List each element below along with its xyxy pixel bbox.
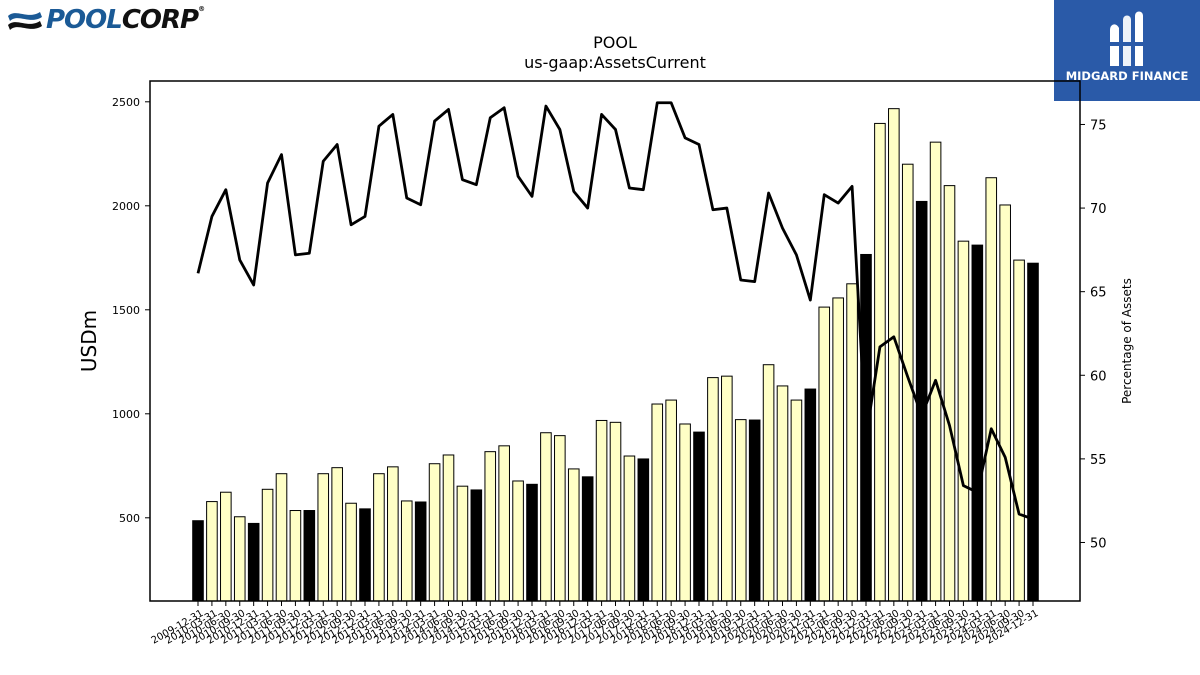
bar bbox=[595, 419, 608, 602]
bar bbox=[623, 455, 636, 602]
bar bbox=[637, 458, 650, 602]
bar bbox=[679, 423, 691, 602]
poolcorp-logo: POOLCORP® bbox=[6, 4, 212, 38]
chart-title: POOL bbox=[593, 33, 637, 52]
y-axis-label: USDm bbox=[77, 310, 101, 372]
bar bbox=[345, 502, 357, 602]
midgard-finance-logo: MIDGARD FINANCE bbox=[1054, 0, 1200, 101]
midgard-mark-icon bbox=[1108, 11, 1146, 66]
bar bbox=[734, 419, 747, 602]
logo-text-pool: POOL bbox=[46, 5, 123, 35]
bar bbox=[233, 516, 246, 602]
bar bbox=[707, 377, 719, 602]
bar bbox=[359, 508, 371, 602]
bar bbox=[206, 501, 218, 602]
bar bbox=[456, 485, 469, 602]
bar bbox=[442, 454, 455, 602]
left-tick-label: 500 bbox=[119, 512, 140, 525]
left-tick-label: 2500 bbox=[112, 96, 140, 109]
bar bbox=[971, 244, 984, 602]
bar bbox=[609, 421, 622, 602]
chart-subtitle: us-gaap:AssetsCurrent bbox=[524, 53, 706, 72]
bar bbox=[400, 500, 413, 602]
y2-axis-label: Percentage of Assets bbox=[1120, 278, 1134, 404]
bar bbox=[581, 476, 594, 602]
bar bbox=[317, 473, 330, 602]
wave-logo-icon bbox=[8, 12, 42, 30]
bar bbox=[220, 491, 232, 602]
bar bbox=[414, 501, 427, 602]
bar bbox=[373, 473, 385, 602]
bar bbox=[901, 163, 914, 602]
bar bbox=[790, 399, 803, 602]
bar bbox=[470, 489, 483, 602]
bar bbox=[498, 445, 510, 602]
bar bbox=[1013, 259, 1025, 602]
bar bbox=[261, 488, 274, 602]
bar bbox=[192, 520, 204, 602]
bar bbox=[387, 466, 399, 602]
bar bbox=[721, 375, 733, 602]
bar bbox=[665, 399, 677, 602]
right-tick-label: 70 bbox=[1090, 202, 1107, 217]
bar bbox=[929, 141, 942, 602]
bar bbox=[693, 431, 705, 602]
left-tick-label: 2000 bbox=[112, 200, 140, 213]
bar bbox=[943, 185, 956, 602]
bar bbox=[888, 108, 900, 602]
bar bbox=[804, 388, 817, 602]
logo-registered-mark: ® bbox=[198, 5, 205, 13]
bar bbox=[1027, 262, 1039, 602]
percentage-line bbox=[196, 101, 1034, 521]
bar bbox=[331, 467, 343, 602]
bar bbox=[428, 463, 441, 602]
left-tick-label: 1500 bbox=[112, 304, 140, 317]
bar bbox=[512, 480, 524, 602]
bar bbox=[999, 204, 1011, 602]
logo-text-corp: CORP bbox=[121, 5, 199, 35]
right-tick-label: 50 bbox=[1090, 536, 1107, 551]
right-tick-label: 75 bbox=[1090, 118, 1107, 133]
bar bbox=[540, 432, 552, 602]
bar bbox=[554, 435, 566, 602]
bar bbox=[776, 385, 789, 602]
bar bbox=[567, 468, 580, 602]
bar bbox=[818, 306, 831, 602]
bar bbox=[247, 522, 260, 602]
bar bbox=[526, 483, 538, 602]
midgard-logo-text: MIDGARD FINANCE bbox=[1065, 69, 1189, 83]
bar bbox=[484, 451, 497, 602]
bar bbox=[762, 364, 775, 602]
right-tick-label: 55 bbox=[1090, 453, 1107, 468]
bar bbox=[832, 297, 844, 602]
bar bbox=[748, 419, 761, 602]
bar bbox=[985, 177, 998, 602]
left-tick-label: 1000 bbox=[112, 408, 140, 421]
bar bbox=[275, 473, 288, 602]
bar bbox=[289, 510, 302, 602]
bar bbox=[846, 283, 858, 602]
right-tick-label: 60 bbox=[1090, 369, 1107, 384]
right-tick-label: 65 bbox=[1090, 286, 1107, 301]
bar bbox=[303, 510, 316, 602]
bar bbox=[957, 240, 970, 602]
bar bbox=[651, 403, 664, 602]
